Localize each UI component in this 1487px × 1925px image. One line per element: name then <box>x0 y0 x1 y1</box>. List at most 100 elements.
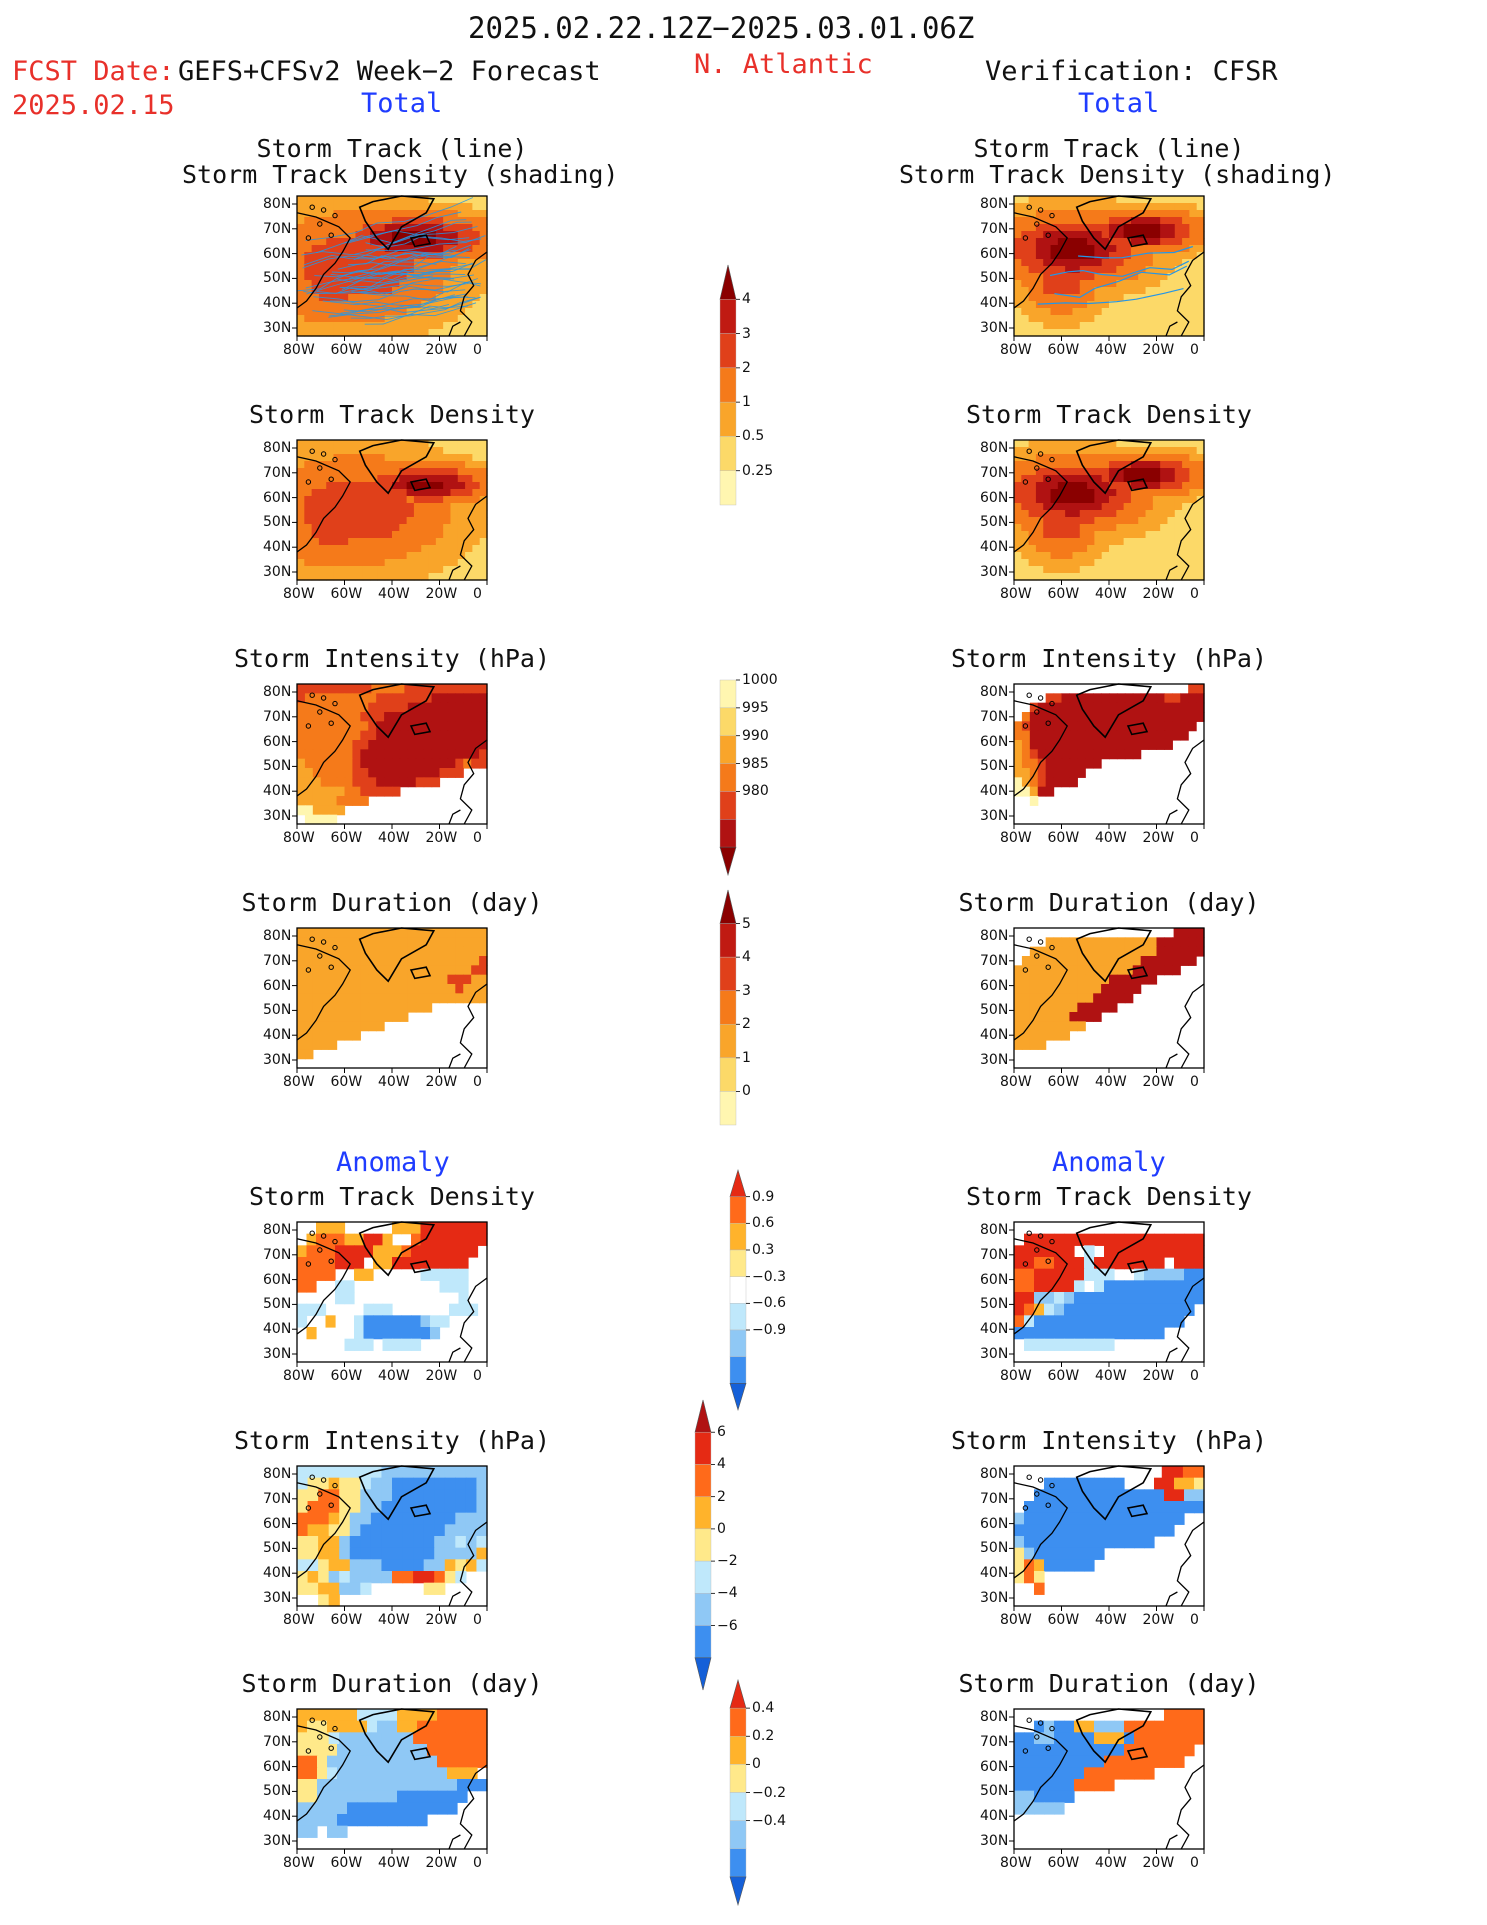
grid-cell <box>407 1790 418 1803</box>
density-cell <box>1196 245 1205 253</box>
density-cell <box>1043 266 1052 274</box>
grid-cell <box>360 1732 372 1745</box>
grid-cell <box>1093 937 1102 948</box>
density-cell <box>304 552 313 560</box>
grid-cell <box>476 1732 488 1745</box>
grid-cell <box>317 1744 328 1757</box>
density-cell <box>348 531 357 539</box>
density-cell <box>1094 545 1103 553</box>
density-cell <box>1014 203 1022 211</box>
density-cell <box>392 294 400 302</box>
grid-cell <box>399 1002 409 1013</box>
map-panel <box>292 1465 488 1611</box>
density-cell <box>1123 294 1132 302</box>
grid-cell <box>468 1245 479 1258</box>
grid-cell <box>352 1030 361 1041</box>
grid-cell <box>1144 1501 1155 1514</box>
grid-cell <box>1061 740 1071 750</box>
density-cell <box>421 517 430 525</box>
density-cell <box>340 496 349 504</box>
grid-cell <box>1084 1512 1095 1525</box>
grid-cell <box>417 1790 428 1803</box>
lon-tick-label: 60W <box>1047 1612 1080 1628</box>
grid-cell <box>415 965 425 976</box>
density-cell <box>311 259 320 267</box>
density-cell <box>1094 538 1103 546</box>
density-cell <box>1043 566 1052 574</box>
grid-cell <box>407 956 417 966</box>
density-cell <box>1196 566 1205 574</box>
density-cell <box>326 468 335 476</box>
density-cell <box>1043 475 1052 483</box>
grid-cell <box>368 974 377 985</box>
density-cell <box>472 510 481 518</box>
density-cell <box>355 259 364 267</box>
grid-cell <box>360 730 369 741</box>
density-cell <box>318 503 327 511</box>
grid-cell <box>411 1338 422 1351</box>
density-cell <box>399 496 408 504</box>
grid-cell <box>1029 721 1039 732</box>
grid-cell <box>352 721 361 732</box>
density-cell <box>421 531 430 539</box>
grid-cell <box>479 702 488 713</box>
colorbar-segment <box>729 1764 747 1793</box>
density-cell <box>377 294 386 302</box>
density-cell <box>370 538 378 546</box>
grid-cell <box>1069 730 1078 741</box>
density-cell <box>1035 287 1044 295</box>
grid-cell <box>1084 1489 1095 1502</box>
grid-cell <box>471 749 480 760</box>
density-cell <box>1101 322 1110 330</box>
density-cell <box>392 538 400 546</box>
grid-cell <box>427 1720 438 1733</box>
density-cell <box>1021 573 1030 581</box>
grid-cell <box>1064 1547 1075 1560</box>
grid-cell <box>447 712 456 722</box>
grid-cell <box>402 1466 414 1479</box>
grid-cell <box>347 1709 358 1722</box>
grid-cell <box>455 712 464 722</box>
grid-cell <box>316 1233 327 1246</box>
grid-cell <box>1148 730 1158 741</box>
grid-cell <box>387 1814 398 1827</box>
density-cell <box>333 538 342 546</box>
density-cell <box>355 245 364 253</box>
density-cell <box>297 468 305 476</box>
grid-cell <box>297 1709 308 1722</box>
density-cell <box>1152 454 1161 462</box>
density-cell <box>1196 552 1205 560</box>
density-cell <box>1028 280 1037 288</box>
density-cell <box>443 517 452 525</box>
density-cell <box>479 238 488 246</box>
density-cell <box>1123 273 1132 281</box>
density-cell <box>340 468 349 476</box>
density-cell <box>1101 294 1110 302</box>
density-cell <box>1035 461 1044 469</box>
lon-tick-label: 0 <box>473 830 482 846</box>
grid-cell <box>337 1790 348 1803</box>
density-cell <box>457 224 466 232</box>
density-cell <box>1094 266 1103 274</box>
grid-cell <box>1044 1245 1055 1258</box>
density-cell <box>465 475 473 483</box>
density-cell <box>370 566 378 574</box>
grid-cell <box>363 1327 374 1340</box>
grid-cell <box>1093 946 1102 957</box>
grid-cell <box>1109 946 1118 957</box>
grid-cell <box>439 965 449 976</box>
density-cell <box>355 517 364 525</box>
grid-cell <box>307 1767 318 1780</box>
grid-cell <box>336 1012 346 1022</box>
grid-cell <box>1053 946 1063 957</box>
grid-cell <box>1154 1477 1165 1490</box>
density-cell <box>311 524 320 532</box>
lon-tick-label: 80W <box>1000 586 1032 602</box>
grid-cell <box>415 777 425 788</box>
density-cell <box>1101 566 1110 574</box>
grid-cell <box>1077 712 1086 722</box>
grid-cell <box>1045 702 1055 713</box>
grid-cell <box>297 730 306 741</box>
grid-cell <box>312 702 322 713</box>
grid-cell <box>317 1709 328 1722</box>
